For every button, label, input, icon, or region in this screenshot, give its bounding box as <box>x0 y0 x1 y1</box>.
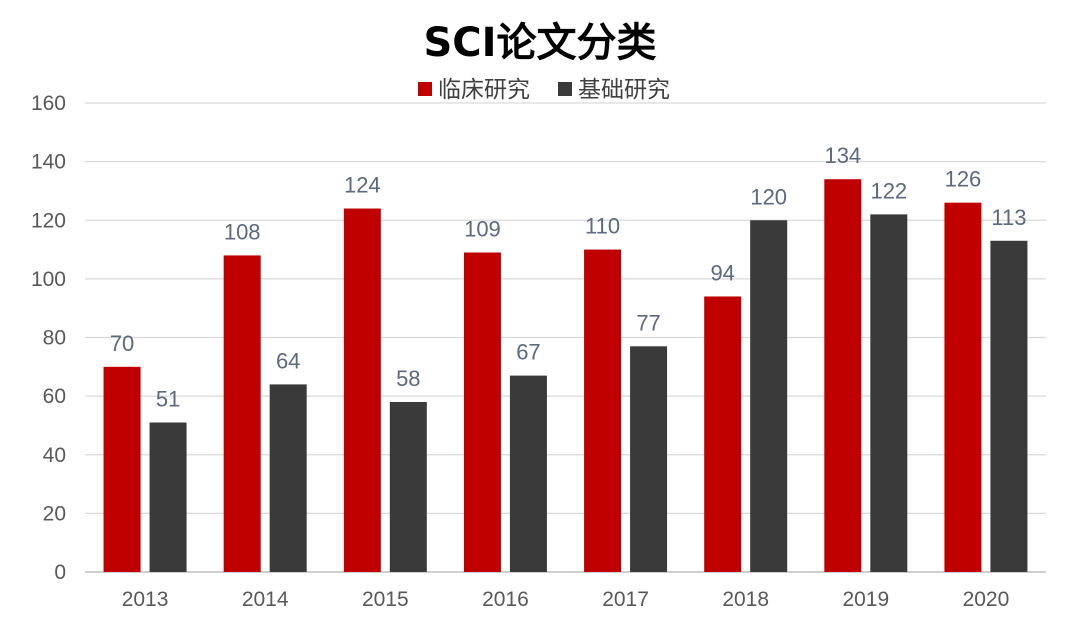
bar-basic-2017 <box>630 346 668 572</box>
data-label: 120 <box>750 184 787 209</box>
legend-swatch-clinical <box>418 82 432 96</box>
bars <box>103 179 1028 573</box>
y-tick-label: 0 <box>54 561 66 584</box>
data-label: 67 <box>516 340 540 365</box>
x-tick-label: 2015 <box>362 588 409 611</box>
y-tick-label: 140 <box>31 151 66 174</box>
bar-clinical-2019 <box>824 179 862 572</box>
data-label: 134 <box>824 143 861 168</box>
x-tick-label: 2016 <box>482 588 529 611</box>
bar-basic-2019 <box>870 214 908 572</box>
data-label: 110 <box>585 214 620 239</box>
y-tick-label: 160 <box>31 92 66 115</box>
legend-label-clinical: 临床研究 <box>438 77 530 103</box>
bar-basic-2015 <box>389 401 427 572</box>
data-label: 113 <box>991 205 1026 230</box>
data-label: 51 <box>156 387 180 412</box>
bar-clinical-2016 <box>463 252 501 572</box>
bar-clinical-2017 <box>584 249 622 572</box>
x-tick-label: 2018 <box>722 588 769 611</box>
x-axis: 2013 2014 2015 2016 2017 2018 2019 2020 <box>122 588 1010 611</box>
data-label: 122 <box>870 178 907 203</box>
x-tick-label: 2014 <box>242 588 289 611</box>
bar-basic-2020 <box>990 240 1028 573</box>
data-label: 109 <box>464 216 501 241</box>
y-tick-label: 100 <box>31 268 66 291</box>
data-label: 124 <box>344 173 381 198</box>
y-tick-label: 120 <box>31 209 66 232</box>
bar-basic-2013 <box>149 422 187 572</box>
data-label: 64 <box>276 348 300 373</box>
data-label: 58 <box>396 366 420 391</box>
bar-clinical-2015 <box>343 208 381 572</box>
y-tick-label: 40 <box>43 444 66 467</box>
data-label: 94 <box>710 260 734 285</box>
bar-clinical-2020 <box>944 202 982 572</box>
bar-clinical-2013 <box>103 366 141 572</box>
bar-basic-2018 <box>750 220 788 572</box>
data-label: 108 <box>224 219 261 244</box>
legend-label-basic: 基础研究 <box>578 77 670 103</box>
data-label: 70 <box>110 331 134 356</box>
data-label: 126 <box>945 167 982 192</box>
x-tick-label: 2013 <box>122 588 169 611</box>
bar-clinical-2018 <box>704 296 742 572</box>
x-tick-label: 2017 <box>602 588 649 611</box>
y-tick-label: 20 <box>43 502 66 525</box>
data-label: 77 <box>636 310 660 335</box>
y-tick-label: 60 <box>43 385 66 408</box>
data-labels: 70 51 108 64 124 58 109 67 110 77 94 120 134 122 126 11… <box>110 143 1027 411</box>
x-tick-label: 2020 <box>963 588 1010 611</box>
chart-title: SCI论文分类 <box>423 20 656 66</box>
y-tick-label: 80 <box>43 327 66 350</box>
x-tick-label: 2019 <box>842 588 889 611</box>
bar-clinical-2014 <box>223 255 261 573</box>
legend-swatch-basic <box>558 82 572 96</box>
bar-basic-2014 <box>269 384 307 572</box>
bar-basic-2016 <box>509 375 547 572</box>
legend: 临床研究 基础研究 <box>418 77 670 103</box>
y-axis: 0 20 40 60 80 100 120 140 160 <box>31 92 66 584</box>
